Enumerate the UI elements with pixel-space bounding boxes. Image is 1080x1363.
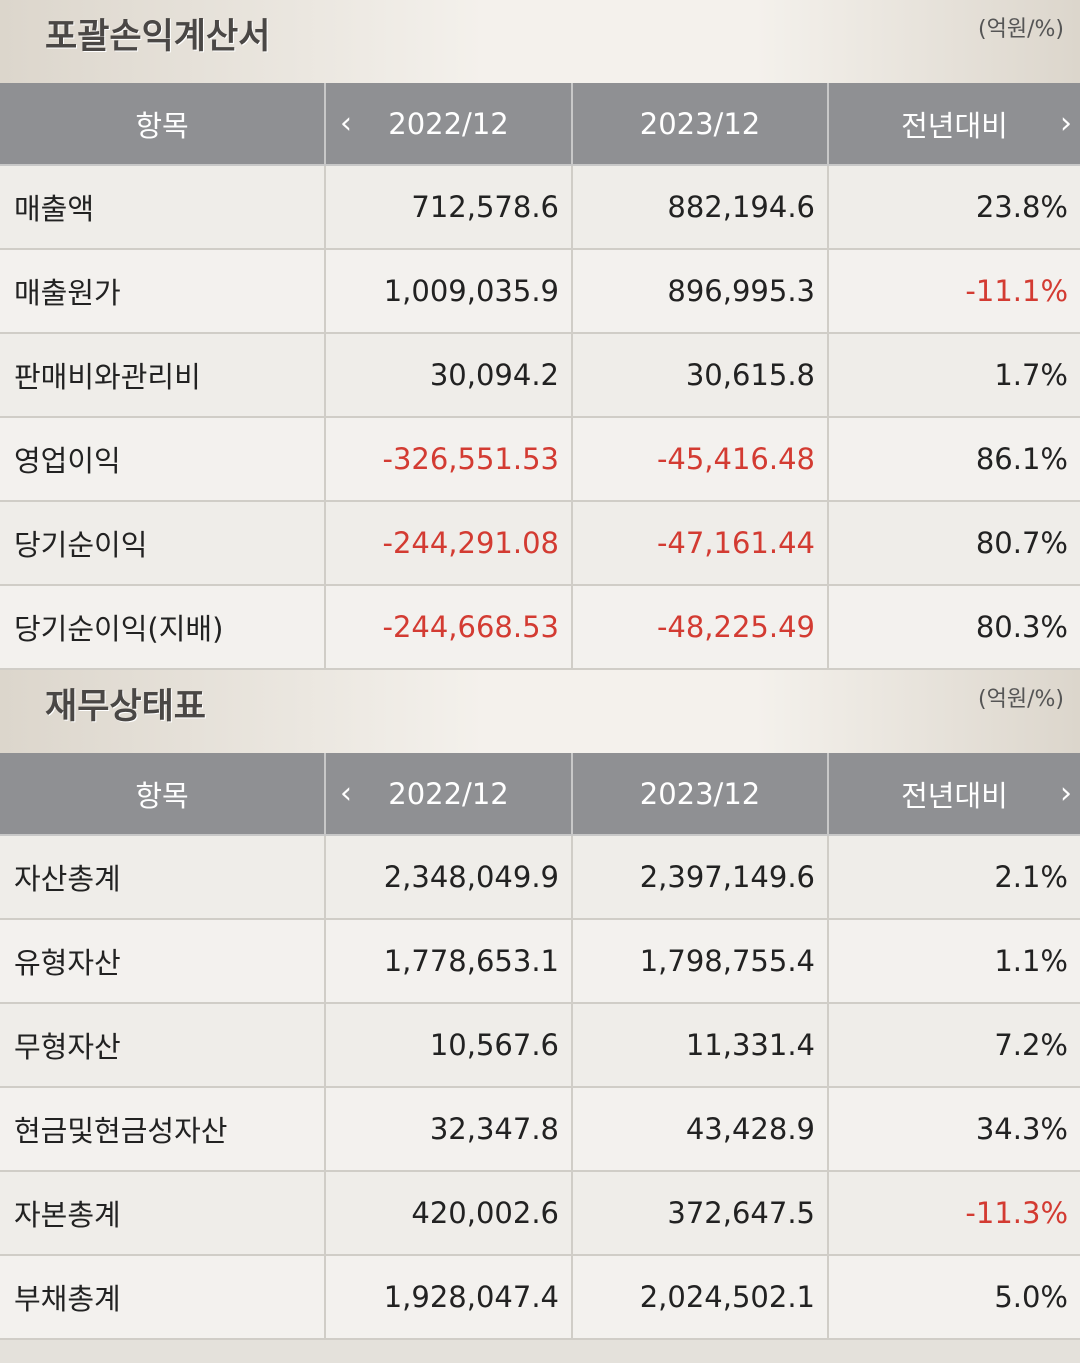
row-label: 무형자산 [0, 1003, 326, 1088]
value-yoy: -11.3% [828, 1171, 1080, 1256]
row-label: 판매비와관리비 [0, 333, 326, 418]
row-label: 매출액 [0, 165, 326, 250]
value-2022: -244,291.08 [325, 501, 573, 586]
section-title: 포괄손익계산서 [45, 17, 271, 57]
value-yoy: 23.8% [828, 165, 1080, 250]
value-yoy: 86.1% [828, 417, 1080, 502]
value-2022: 1,928,047.4 [325, 1255, 573, 1340]
header-period-1: ‹ 2022/12 [325, 83, 573, 166]
value-yoy: 34.3% [828, 1087, 1080, 1172]
balance-table-body: 자산총계 2,348,049.9 2,397,149.6 2.1% 유형자산 1,778,… [0, 835, 1080, 1340]
row-label: 유형자산 [0, 919, 326, 1004]
chevron-left-icon[interactable]: ‹ [340, 105, 352, 141]
table-row: 현금및현금성자산 32,347.8 43,428.9 34.3% [0, 1087, 1080, 1172]
unit-label: (억원/%) [978, 17, 1064, 42]
header-yoy: 전년대비 › [828, 753, 1080, 836]
table-row: 유형자산 1,778,653.1 1,798,755.4 1.1% [0, 919, 1080, 1004]
value-2023: 2,397,149.6 [572, 835, 829, 920]
header-period-1: ‹ 2022/12 [325, 753, 573, 836]
header-item: 항목 [0, 83, 326, 166]
table-row: 매출액 712,578.6 882,194.6 23.8% [0, 165, 1080, 250]
table-header-row: 항목 ‹ 2022/12 2023/12 전년대비 › [0, 753, 1080, 836]
table-row: 무형자산 10,567.6 11,331.4 7.2% [0, 1003, 1080, 1088]
chevron-right-icon[interactable]: › [1060, 105, 1072, 141]
value-yoy: 1.1% [828, 919, 1080, 1004]
value-2022: 32,347.8 [325, 1087, 573, 1172]
value-2022: 30,094.2 [325, 333, 573, 418]
value-2023: -45,416.48 [572, 417, 829, 502]
balance-table: 항목 ‹ 2022/12 2023/12 전년대비 › 자산총계 2,348,04… [0, 753, 1080, 1340]
table-row: 자산총계 2,348,049.9 2,397,149.6 2.1% [0, 835, 1080, 920]
value-2022: -244,668.53 [325, 585, 573, 670]
row-label: 당기순이익 [0, 501, 326, 586]
chevron-left-icon[interactable]: ‹ [340, 775, 352, 811]
row-label: 자본총계 [0, 1171, 326, 1256]
value-2023: 1,798,755.4 [572, 919, 829, 1004]
income-table-body: 매출액 712,578.6 882,194.6 23.8% 매출원가 1,009,035.… [0, 165, 1080, 670]
header-yoy-label: 전년대비 [901, 108, 1008, 143]
header-yoy-label: 전년대비 [901, 778, 1008, 813]
balance-section-header: 재무상태표 (억원/%) [0, 670, 1080, 753]
value-2022: 10,567.6 [325, 1003, 573, 1088]
header-item: 항목 [0, 753, 326, 836]
header-yoy: 전년대비 › [828, 83, 1080, 166]
value-yoy: -11.1% [828, 249, 1080, 334]
header-period-1-label: 2022/12 [388, 106, 509, 141]
table-row: 판매비와관리비 30,094.2 30,615.8 1.7% [0, 333, 1080, 418]
unit-label: (억원/%) [978, 687, 1064, 712]
table-row: 영업이익 -326,551.53 -45,416.48 86.1% [0, 417, 1080, 502]
value-2023: 896,995.3 [572, 249, 829, 334]
value-2023: 43,428.9 [572, 1087, 829, 1172]
value-2023: 11,331.4 [572, 1003, 829, 1088]
table-row: 매출원가 1,009,035.9 896,995.3 -11.1% [0, 249, 1080, 334]
value-2023: 882,194.6 [572, 165, 829, 250]
row-label: 당기순이익(지배) [0, 585, 326, 670]
value-2022: 1,009,035.9 [325, 249, 573, 334]
value-yoy: 1.7% [828, 333, 1080, 418]
value-2022: 420,002.6 [325, 1171, 573, 1256]
value-yoy: 2.1% [828, 835, 1080, 920]
value-2022: 2,348,049.9 [325, 835, 573, 920]
income-section-header: 포괄손익계산서 (억원/%) [0, 0, 1080, 83]
row-label: 현금및현금성자산 [0, 1087, 326, 1172]
table-row: 당기순이익 -244,291.08 -47,161.44 80.7% [0, 501, 1080, 586]
value-2023: 30,615.8 [572, 333, 829, 418]
row-label: 자산총계 [0, 835, 326, 920]
income-table: 항목 ‹ 2022/12 2023/12 전년대비 › 매출액 712,578.6… [0, 83, 1080, 670]
value-yoy: 7.2% [828, 1003, 1080, 1088]
header-period-2: 2023/12 [572, 83, 829, 166]
header-period-2: 2023/12 [572, 753, 829, 836]
table-row: 당기순이익(지배) -244,668.53 -48,225.49 80.3% [0, 585, 1080, 670]
chevron-right-icon[interactable]: › [1060, 775, 1072, 811]
value-2023: 2,024,502.1 [572, 1255, 829, 1340]
table-row: 자본총계 420,002.6 372,647.5 -11.3% [0, 1171, 1080, 1256]
value-2023: 372,647.5 [572, 1171, 829, 1256]
table-row: 부채총계 1,928,047.4 2,024,502.1 5.0% [0, 1255, 1080, 1340]
row-label: 부채총계 [0, 1255, 326, 1340]
row-label: 영업이익 [0, 417, 326, 502]
value-2023: -48,225.49 [572, 585, 829, 670]
header-period-1-label: 2022/12 [388, 776, 509, 811]
value-2022: 712,578.6 [325, 165, 573, 250]
row-label: 매출원가 [0, 249, 326, 334]
value-2023: -47,161.44 [572, 501, 829, 586]
value-yoy: 80.3% [828, 585, 1080, 670]
section-title: 재무상태표 [45, 687, 207, 727]
table-header-row: 항목 ‹ 2022/12 2023/12 전년대비 › [0, 83, 1080, 166]
value-yoy: 5.0% [828, 1255, 1080, 1340]
value-2022: -326,551.53 [325, 417, 573, 502]
value-yoy: 80.7% [828, 501, 1080, 586]
value-2022: 1,778,653.1 [325, 919, 573, 1004]
